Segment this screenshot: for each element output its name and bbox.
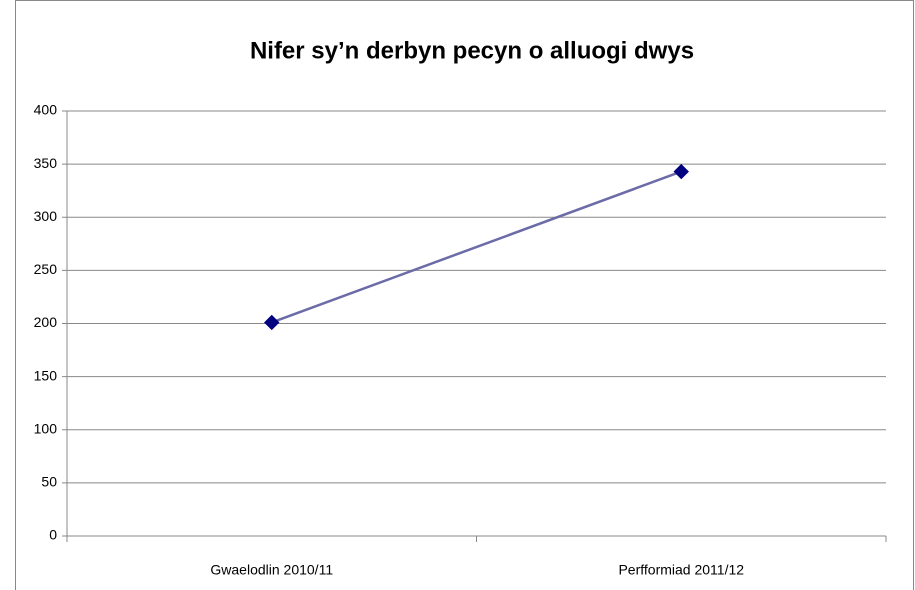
- chart-border: [15, 0, 914, 590]
- y-tick-label: 150: [34, 367, 58, 383]
- marker: [673, 163, 689, 180]
- chart-title: Nifer sy’n derbyn pecyn o alluogi dwys: [250, 37, 694, 64]
- marker: [264, 314, 280, 331]
- x-tick-label: Perfformiad 2011/12: [618, 562, 744, 578]
- y-tick-label: 250: [34, 261, 58, 277]
- y-tick-label: 0: [49, 527, 57, 543]
- y-tick-label: 100: [34, 420, 58, 436]
- y-tick-label: 200: [34, 314, 58, 330]
- y-tick-label: 400: [34, 102, 58, 118]
- y-tick-label: 350: [34, 155, 58, 171]
- y-tick-label: 50: [41, 474, 57, 490]
- series-line: [271, 170, 682, 324]
- x-tick-label: Gwaelodlin 2010/11: [210, 562, 333, 578]
- y-tick-label: 300: [34, 208, 58, 224]
